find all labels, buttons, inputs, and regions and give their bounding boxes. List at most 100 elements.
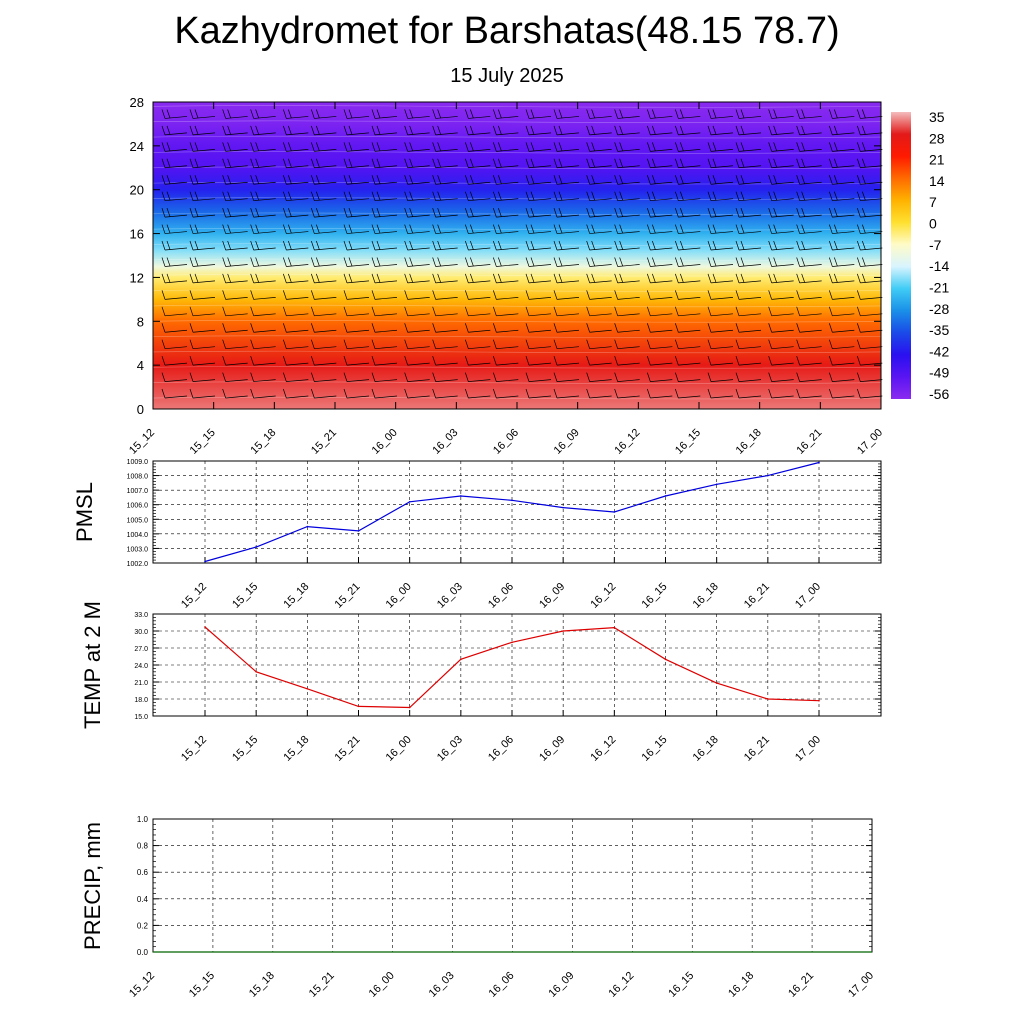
wind-barb [768, 356, 794, 366]
wind-barb [829, 240, 855, 251]
wind-barb [707, 339, 734, 350]
wind-barb [614, 191, 640, 202]
wind-barb [829, 372, 855, 382]
wind-barb [161, 372, 188, 382]
wind-barb [465, 208, 491, 218]
wind-barb [586, 240, 612, 251]
wind-barb [675, 273, 701, 284]
wind-barb [404, 191, 430, 202]
wind-barb [161, 208, 188, 218]
wind-barb [189, 175, 216, 185]
wind-barb [614, 306, 640, 317]
y-tick-label: 21.0 [134, 680, 148, 687]
wind-barb [707, 356, 734, 366]
wind-barb [614, 240, 640, 251]
wind-barb [586, 191, 612, 202]
x-tick-label: 15_12 [179, 581, 209, 611]
x-tick-label: 16_00 [384, 734, 414, 764]
wind-barb [465, 109, 491, 119]
wind-barb [161, 158, 188, 169]
wind-barb [250, 323, 276, 333]
x-tick-label: 16_03 [430, 427, 460, 457]
wind-barb [553, 323, 580, 333]
wind-barb [586, 257, 612, 267]
wind-barb [222, 109, 248, 119]
colorbar-label: 21 [929, 152, 945, 168]
wind-barb [189, 142, 216, 152]
wind-barb [735, 356, 762, 366]
wind-barb [189, 306, 216, 317]
data-point [357, 705, 360, 708]
wind-barb [283, 158, 309, 169]
x-tick-label: 16_21 [786, 970, 816, 1000]
wind-barb [675, 125, 701, 136]
x-tick-label: 16_03 [427, 970, 457, 1000]
wind-barb [829, 191, 855, 202]
wind-barb [647, 273, 673, 284]
wind-barb [553, 356, 580, 366]
wind-barb [465, 142, 491, 152]
wind-barb [161, 306, 188, 317]
wind-barb [553, 290, 580, 300]
wind-barb [707, 257, 734, 267]
y-tick-label: 27.0 [134, 646, 148, 653]
x-tick-label: 15_21 [309, 427, 339, 457]
wind-barb [283, 109, 309, 119]
wind-barb [553, 175, 580, 185]
wind-barb [553, 257, 580, 267]
wind-barb [553, 388, 580, 399]
wind-barb [343, 208, 370, 218]
data-point [204, 626, 206, 628]
wind-barb [250, 257, 276, 267]
y-axis-label: PRECIP, mm [80, 822, 105, 950]
wind-barb [614, 257, 640, 267]
wind-barb [796, 142, 822, 152]
wind-barb [553, 158, 580, 169]
wind-barb [250, 208, 276, 218]
heatmap-contour [152, 350, 882, 354]
wind-barb [371, 142, 398, 152]
wind-barb [735, 158, 762, 169]
wind-barb [586, 273, 612, 284]
chart-subtitle: 15 July 2025 [450, 65, 564, 87]
x-tick-label: 15_15 [230, 581, 260, 611]
wind-barb [343, 372, 370, 382]
wind-barb [283, 224, 309, 234]
data-point [460, 495, 462, 497]
colorbar-label: -7 [929, 237, 942, 253]
heatmap-contour [152, 135, 882, 139]
wind-barb [707, 306, 734, 317]
wind-barb [465, 339, 491, 350]
wind-barb [675, 208, 701, 218]
wind-barb [283, 372, 309, 382]
wind-barb [465, 372, 491, 382]
wind-barb [586, 125, 612, 136]
wind-barb [250, 142, 276, 152]
colorbar-label: -56 [929, 386, 949, 402]
wind-barb [857, 306, 883, 317]
wind-barb [525, 306, 552, 317]
wind-barb [493, 240, 519, 251]
wind-barb [586, 109, 612, 119]
y-tick-label: 15.0 [134, 714, 148, 721]
x-tick-label: 17_00 [855, 427, 885, 457]
wind-barb [553, 109, 580, 119]
wind-barb [283, 208, 309, 218]
heatmap-contour [152, 366, 882, 369]
data-point [613, 511, 616, 513]
wind-barb [432, 142, 458, 152]
x-tick-label: 15_18 [281, 734, 311, 764]
wind-barb [647, 158, 673, 169]
wind-barb [735, 175, 762, 185]
wind-barb [647, 356, 673, 366]
wind-barb [432, 208, 458, 218]
data-point [357, 530, 360, 532]
heatmap-contour [152, 243, 882, 246]
wind-barb [250, 175, 276, 185]
wind-barb [614, 142, 640, 152]
wind-barb [465, 175, 491, 185]
wind-barb [735, 388, 762, 399]
wind-barb [465, 224, 491, 234]
heatmap-contour [152, 258, 882, 262]
colorbar-label: -21 [929, 279, 949, 295]
